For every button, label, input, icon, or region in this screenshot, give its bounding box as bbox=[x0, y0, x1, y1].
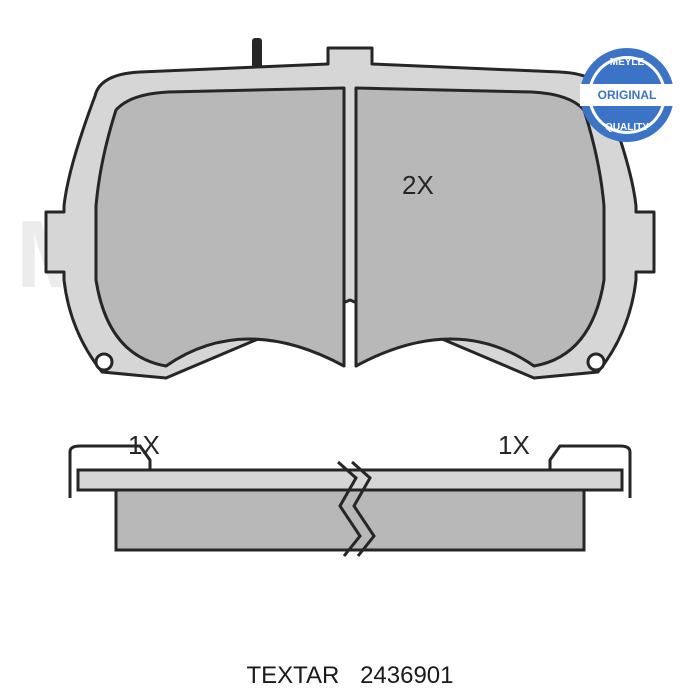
seal-top-text: MEYLE bbox=[580, 57, 674, 68]
originality-seal: MEYLE ORIGINAL QUALITY bbox=[580, 48, 674, 142]
footer: TEXTAR 2436901 bbox=[0, 662, 700, 690]
front-view bbox=[46, 38, 654, 378]
hole-right bbox=[588, 354, 604, 370]
diagram-canvas: MEYLE bbox=[0, 0, 700, 700]
qty-clip-right: 1X bbox=[498, 430, 530, 461]
friction-left bbox=[96, 88, 344, 366]
seal-bottom-text: QUALITY bbox=[580, 122, 674, 133]
seal-band-text: ORIGINAL bbox=[598, 88, 657, 102]
footer-part-number: 2436901 bbox=[360, 662, 453, 689]
hole-left bbox=[96, 354, 112, 370]
edge-view bbox=[70, 446, 630, 556]
clip-right bbox=[550, 446, 630, 470]
qty-front-pads: 2X bbox=[402, 170, 434, 201]
footer-brand: TEXTAR bbox=[246, 662, 339, 689]
seal-band: ORIGINAL bbox=[580, 84, 674, 107]
qty-clip-left: 1X bbox=[128, 430, 160, 461]
friction-right bbox=[356, 88, 604, 366]
wear-sensor-pin bbox=[252, 38, 262, 68]
